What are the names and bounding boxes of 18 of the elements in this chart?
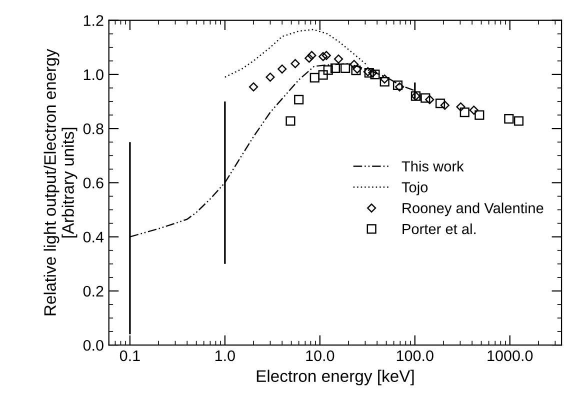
y-tick-label: 0.0	[83, 340, 104, 351]
y-tick-label: 1.2	[84, 15, 104, 26]
y-tick-label: 0.4	[83, 232, 104, 243]
y-tick-label: 1.0	[84, 69, 104, 80]
x-axis-title: Electron energy [keV]	[256, 370, 414, 386]
y-tick-label: 0.6	[83, 178, 104, 188]
x-tick-label: 1000.0	[488, 350, 533, 362]
x-tick-label: 10.0	[306, 350, 334, 362]
y-tick-label: 0.2	[83, 286, 104, 297]
x-tick-label: 0.1	[120, 350, 140, 362]
legend-label: Porter et al.	[402, 223, 476, 234]
legend-label: This work	[402, 160, 464, 172]
legend-label: Rooney and Valentine	[402, 202, 544, 216]
x-tick-label: 100.0	[396, 350, 434, 362]
x-tick-label: 1.0	[215, 350, 235, 362]
legend-label: Tojo	[402, 182, 428, 196]
y-tick-label: 0.8	[83, 123, 104, 134]
y-axis-title: Relative light output/Electron energy [Arbitrary units]	[44, 48, 78, 316]
